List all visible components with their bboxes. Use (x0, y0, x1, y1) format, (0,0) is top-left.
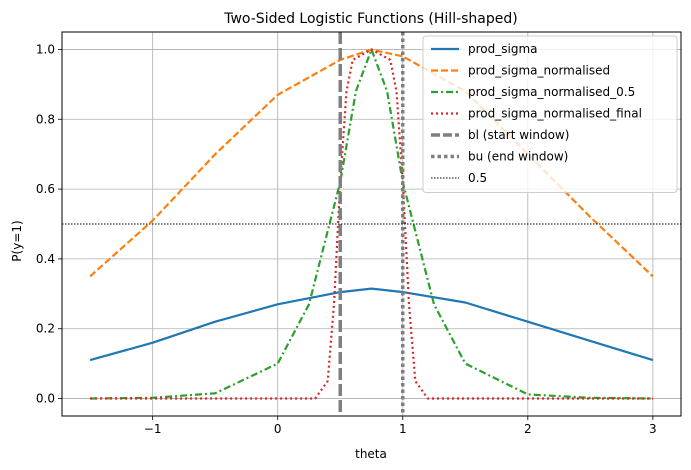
y-tick-label: 0.0 (36, 392, 55, 406)
axis-ticks: −1 0 1 2 3 0.0 0.2 0.4 0.6 0.8 1.0 (36, 42, 657, 436)
legend-label-prod-sigma-normalised-0-5: prod_sigma_normalised_0.5 (468, 85, 635, 99)
x-tick-label: 2 (524, 422, 532, 436)
x-tick-label: 3 (649, 422, 657, 436)
legend-label-bl-start-window: bl (start window) (468, 128, 569, 142)
legend-label-0-5: 0.5 (468, 171, 487, 185)
legend-box (422, 35, 678, 193)
x-axis-label: theta (355, 447, 387, 461)
series-line-prod-sigma-normalised-0-5 (90, 48, 653, 400)
y-axis-label: P(y=1) (10, 220, 24, 261)
series-line-prod-sigma-normalised-final (90, 48, 653, 400)
legend-label-prod-sigma-normalised-final: prod_sigma_normalised_final (468, 107, 642, 121)
y-tick-label: 0.6 (36, 182, 55, 196)
legend: prod_sigma prod_sigma_normalised prod_sigm… (422, 35, 678, 193)
legend-label-bu-end-window: bu (end window) (468, 150, 568, 164)
x-tick-label: 0 (274, 422, 282, 436)
y-tick-label: 0.4 (36, 252, 55, 266)
legend-label-prod-sigma: prod_sigma (468, 42, 538, 56)
plot-area (62, 32, 681, 416)
axes-frame (61, 31, 682, 417)
x-tick-label: 1 (399, 422, 407, 436)
x-tick-label: −1 (144, 422, 162, 436)
legend-label-prod-sigma-normalised: prod_sigma_normalised (468, 64, 610, 78)
chart-title: Two-Sided Logistic Functions (Hill-shape… (223, 11, 518, 27)
y-tick-label: 0.2 (36, 322, 55, 336)
y-tick-label: 1.0 (36, 42, 55, 56)
y-tick-label: 0.8 (36, 112, 55, 126)
series-line-prod-sigma (89, 287, 654, 362)
